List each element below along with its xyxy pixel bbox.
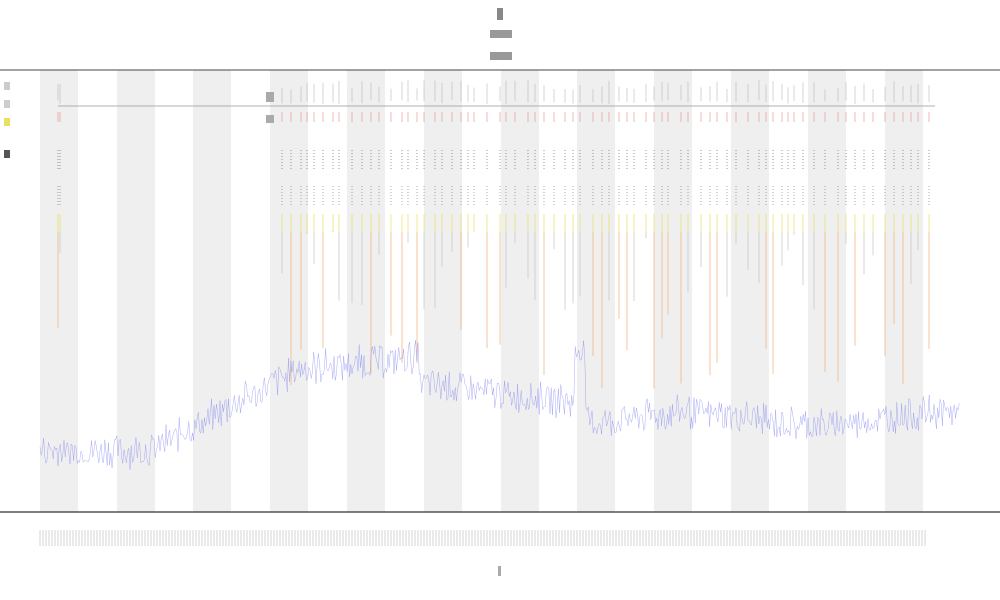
annotation-mark bbox=[266, 115, 274, 123]
series-path bbox=[39, 340, 960, 470]
subtitle-mark bbox=[490, 52, 512, 60]
shaded-band bbox=[654, 70, 692, 512]
titles bbox=[266, 8, 512, 576]
shaded-band bbox=[731, 70, 769, 512]
legend-entry bbox=[4, 118, 10, 126]
title-mark bbox=[497, 8, 503, 20]
annotation-mark bbox=[266, 92, 274, 102]
legend-entry bbox=[4, 150, 10, 158]
legend-entry bbox=[4, 100, 10, 108]
shaded-bands bbox=[40, 70, 923, 512]
shaded-band bbox=[347, 70, 385, 512]
legend bbox=[4, 82, 10, 158]
shaded-band bbox=[117, 70, 155, 512]
shaded-band bbox=[270, 70, 308, 512]
legend-entry bbox=[4, 82, 10, 90]
shaded-band bbox=[193, 70, 231, 512]
shaded-band bbox=[40, 70, 78, 512]
event-ticks-mid bbox=[57, 150, 930, 206]
shaded-band bbox=[885, 70, 923, 512]
series-line bbox=[39, 340, 960, 470]
subtitle-mark bbox=[490, 30, 512, 38]
shaded-band bbox=[424, 70, 462, 512]
xlabel-mark bbox=[498, 566, 501, 576]
shaded-band bbox=[501, 70, 539, 512]
shaded-band bbox=[577, 70, 615, 512]
shaded-band bbox=[808, 70, 846, 512]
event-ticks-top bbox=[57, 80, 930, 122]
x-tick-labels bbox=[39, 530, 926, 546]
top-axis bbox=[0, 69, 1000, 107]
spike-lines bbox=[57, 214, 930, 389]
